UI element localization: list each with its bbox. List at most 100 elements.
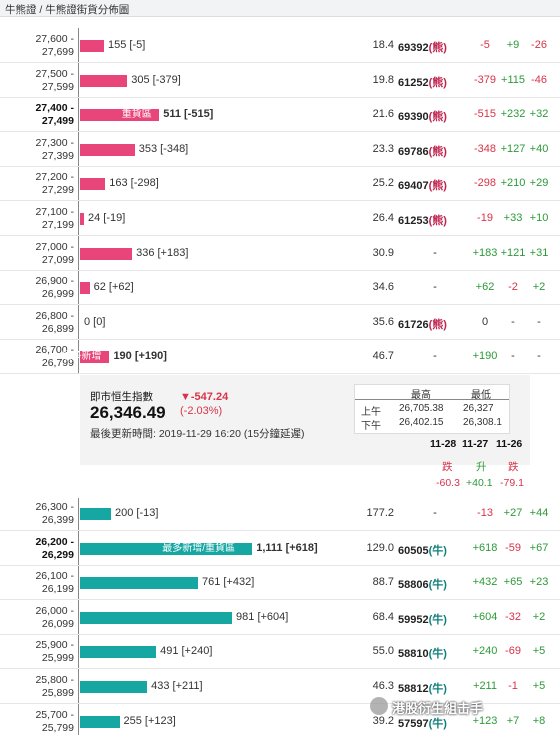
bear-row[interactable]: 26,700 -26,799 最多新增 190 [+190] 46.7- +190- - <box>0 340 560 375</box>
change-1: +123 <box>472 714 498 727</box>
bull-row[interactable]: 26,000 -26,099 981 [+604] 68.4 59952(牛) +604… <box>0 601 560 635</box>
bull-bar[interactable] <box>80 646 157 659</box>
range-top-label: 25,900 - <box>35 639 74 652</box>
warrant-code[interactable]: 58812(牛) <box>398 680 472 696</box>
change-3: +32 <box>529 108 549 121</box>
warrant-code-number[interactable]: 58806 <box>398 579 429 592</box>
bear-row[interactable]: 26,800 -26,899 0 [0] 35.6 61726(熊) 0 - - <box>0 306 560 340</box>
breadcrumb[interactable]: 牛熊證 / 牛熊證街貨分佈圖 <box>5 4 130 16</box>
warrant-code[interactable]: - <box>398 247 472 259</box>
warrant-code[interactable]: - <box>398 350 472 362</box>
bull-bar[interactable] <box>80 715 120 728</box>
warrant-code-number[interactable]: 60505 <box>398 544 429 557</box>
bear-bar[interactable] <box>80 351 110 364</box>
bear-row[interactable]: 26,900 -26,999 62 [+62] 34.6 - +62 -2 +2 <box>0 271 560 306</box>
direction-3: 跌 <box>508 461 519 473</box>
warrant-code[interactable]: 58806(牛) <box>398 576 472 592</box>
change-2: - <box>511 315 515 328</box>
bull-bar[interactable] <box>80 681 148 693</box>
distance-value: 21.6 <box>372 108 394 121</box>
range-top-label: 27,200 - <box>35 171 74 184</box>
warrant-code[interactable]: 61252(熊) <box>398 74 472 90</box>
change-2: -2 <box>508 281 518 294</box>
change-1: -379 <box>473 73 497 86</box>
outstanding-count: 24 [-19] <box>88 212 126 224</box>
warrant-code[interactable]: 69786(熊) <box>398 143 472 159</box>
bear-bar[interactable] <box>80 282 90 295</box>
warrant-code-number[interactable]: - <box>433 350 437 363</box>
warrant-code[interactable]: - <box>398 507 472 519</box>
bull-row[interactable]: 25,700 -25,799 255 [+123] 39.2 57597(牛) +123… <box>0 705 560 735</box>
bear-bar[interactable] <box>80 40 105 52</box>
bull-bar[interactable] <box>80 577 198 590</box>
daily-changes: -298 +210 +29 <box>470 177 558 189</box>
warrant-type: (熊) <box>428 42 447 54</box>
warrant-type: (熊) <box>428 318 447 331</box>
bear-bar[interactable] <box>80 143 135 156</box>
bull-row[interactable]: 26,200 -26,299 最多新增/重貨區 1,111 [+618] 129.0 6… <box>0 532 560 566</box>
bull-bar[interactable] <box>80 542 253 555</box>
range-top-label: 26,000 - <box>35 604 74 617</box>
range-top-label: 26,300 - <box>35 501 74 513</box>
warrant-code[interactable]: 60505(牛) <box>398 542 472 558</box>
bear-bar[interactable] <box>80 213 84 225</box>
warrant-code-number[interactable]: 58812 <box>398 683 429 695</box>
bear-row[interactable]: 27,100 -27,199 24 [-19] 26.4 61253(熊) -19 +33… <box>0 202 560 236</box>
bull-bar[interactable] <box>80 611 233 624</box>
change-3: +40 <box>529 142 549 155</box>
warrant-type: (熊) <box>428 76 447 89</box>
warrant-code[interactable]: 69390(熊) <box>398 108 472 124</box>
warrant-code-number[interactable]: 58810 <box>398 648 429 661</box>
outstanding-count: 336 [+183] <box>136 246 189 259</box>
warrant-type: (牛) <box>428 613 447 626</box>
warrant-code-number[interactable]: 69786 <box>398 145 429 158</box>
distance-value: 68.4 <box>372 610 394 623</box>
warrant-code-number[interactable]: 57597 <box>398 717 429 730</box>
outstanding-count: 491 [+240] <box>160 645 213 658</box>
warrant-code[interactable]: 59952(牛) <box>398 611 472 627</box>
warrant-code-number[interactable]: 61252 <box>398 76 429 89</box>
warrant-code-number[interactable]: - <box>433 246 437 259</box>
bear-row[interactable]: 27,500 -27,599 305 [-379] 19.8 61252(熊) -379… <box>0 64 560 98</box>
bull-row[interactable]: 26,300 -26,399 200 [-13] 177.2 - -13 +27 +44 <box>0 497 560 531</box>
distance-value: 23.3 <box>372 142 394 155</box>
warrant-code-number[interactable]: - <box>433 281 437 294</box>
warrant-code-number[interactable]: 61726 <box>398 318 429 331</box>
warrant-code-number[interactable]: 69407 <box>398 180 429 193</box>
bear-bar[interactable] <box>80 109 160 122</box>
bear-row[interactable]: 27,600 -27,699 155 [-5] 18.4 69392(熊) -5 +9 -2… <box>0 29 560 63</box>
last-updated: 最後更新時間: 2019-11-29 16:20 (15分鐘延遲) <box>90 428 305 440</box>
warrant-code[interactable]: 61726(熊) <box>398 316 472 332</box>
bear-row[interactable]: 27,000 -27,099 336 [+183] 30.9 - +183 +121 +31 <box>0 237 560 271</box>
change-3: +31 <box>529 246 549 259</box>
bull-row[interactable]: 25,900 -25,999 491 [+240] 55.0 58810(牛) +240… <box>0 635 560 670</box>
bull-row[interactable]: 26,100 -26,199 761 [+432] 88.7 58806(牛) +432… <box>0 566 560 601</box>
change-1: -348 <box>473 142 497 155</box>
bear-bar[interactable] <box>80 247 133 260</box>
bear-row[interactable]: 27,400 -27,499 重貨區 511 [-515] 21.6 69390(熊) -… <box>0 98 560 133</box>
change-1: -5 <box>480 39 490 51</box>
warrant-code[interactable]: 57597(牛) <box>398 715 472 731</box>
bear-row[interactable]: 27,200 -27,299 163 [-298] 25.2 69407(熊) -298… <box>0 167 560 202</box>
bear-bar[interactable] <box>80 178 106 191</box>
bar-tag-label: 最多新增/重貨區 <box>162 542 235 554</box>
warrant-code-number[interactable]: - <box>433 507 437 519</box>
change-1: +618 <box>472 541 498 554</box>
warrant-code-number[interactable]: 69390 <box>398 111 429 124</box>
warrant-code-number[interactable]: 69392 <box>398 42 429 54</box>
outstanding-count: 353 [-348] <box>138 142 189 155</box>
bull-row[interactable]: 25,800 -25,899 433 [+211] 46.3 58812(牛) +211… <box>0 670 560 704</box>
bull-bar[interactable] <box>80 508 111 520</box>
bar-tag-label: 最多新增 <box>61 351 102 363</box>
warrant-code-number[interactable]: 59952 <box>398 613 429 626</box>
warrant-code-number[interactable]: 61253 <box>398 215 429 227</box>
warrant-code[interactable]: 69392(熊) <box>398 39 472 55</box>
warrant-code[interactable]: 58810(牛) <box>398 645 472 661</box>
distance-value: 25.2 <box>372 177 394 190</box>
warrant-code[interactable]: 69407(熊) <box>398 177 472 193</box>
warrant-code[interactable]: 61253(熊) <box>398 212 472 228</box>
bear-row[interactable]: 27,300 -27,399 353 [-348] 23.3 69786(熊) -348… <box>0 133 560 167</box>
watermark-logo-icon <box>370 697 388 715</box>
bear-bar[interactable] <box>80 74 128 87</box>
warrant-code[interactable]: - <box>398 281 472 293</box>
